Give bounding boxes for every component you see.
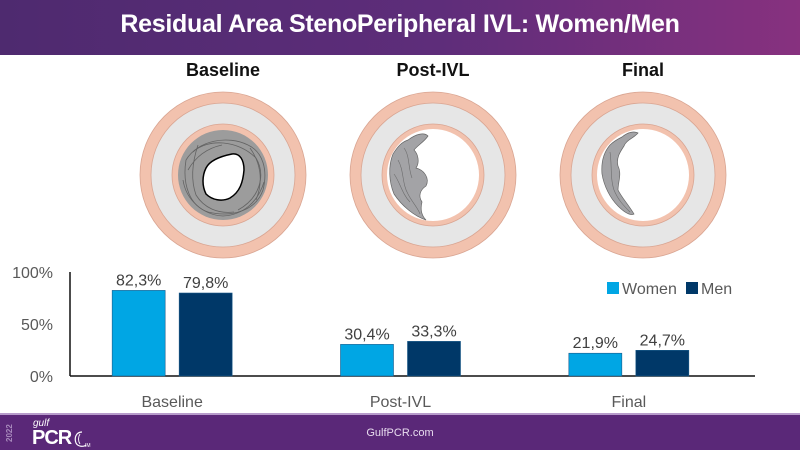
legend-swatch-men bbox=[686, 282, 698, 294]
panel-label-post-ivl: Post-IVL bbox=[396, 60, 470, 80]
x-tick-label: Baseline bbox=[141, 394, 202, 411]
legend-label-women: Women bbox=[622, 281, 677, 298]
x-tick-label: Post-IVL bbox=[370, 394, 431, 411]
y-axis-ticks: 0% 50% 100% bbox=[12, 265, 53, 386]
legend-swatch-women bbox=[607, 282, 619, 294]
bar-women-baseline bbox=[111, 290, 166, 377]
footer-bar: 2022 gulf PCR IM GulfPCR.com bbox=[0, 413, 800, 450]
panel-label-baseline: Baseline bbox=[185, 60, 261, 80]
data-label: 33,3% bbox=[411, 323, 456, 340]
plaque bbox=[389, 133, 429, 221]
x-axis-labels: Baseline Post-IVL Final bbox=[141, 394, 646, 411]
header-bar: Residual Area StenoPeripheral IVL: Women… bbox=[0, 0, 800, 55]
y-tick-label: 100% bbox=[12, 265, 53, 282]
lumen bbox=[202, 153, 245, 201]
bar-women-final bbox=[568, 352, 623, 377]
slide-title: Residual Area StenoPeripheral IVL: Women… bbox=[120, 10, 680, 38]
bar-chart: 0% 50% 100% 82,3% 79,8% 30,4% 33,3% 21,9% 24,7%… bbox=[12, 265, 755, 411]
legend-label-men: Men bbox=[701, 281, 732, 298]
gulf-pcr-logo[interactable]: 2022 gulf PCR IM bbox=[5, 417, 116, 450]
footer-url[interactable]: GulfPCR.com bbox=[366, 427, 434, 439]
bar-men-baseline bbox=[178, 292, 233, 377]
vessel-diagram-final bbox=[559, 91, 727, 259]
logo-heart-icon: IM bbox=[74, 431, 91, 449]
vessel-diagram-baseline bbox=[139, 91, 307, 259]
x-tick-label: Final bbox=[611, 394, 646, 411]
y-tick-label: 0% bbox=[30, 369, 53, 386]
plaque-texture bbox=[393, 147, 421, 215]
panel-label-final: Final bbox=[621, 60, 664, 80]
data-label: 82,3% bbox=[116, 272, 161, 289]
data-label: 24,7% bbox=[640, 332, 685, 349]
logo-pcr-text: PCR bbox=[32, 427, 72, 449]
plaque-texture bbox=[609, 151, 631, 213]
bars: 82,3% 79,8% 30,4% 33,3% 21,9% 24,7% bbox=[111, 272, 690, 377]
vessel-diagram-post-ivl bbox=[349, 91, 517, 259]
data-label: 21,9% bbox=[573, 335, 618, 352]
svg-text:IM: IM bbox=[85, 443, 91, 449]
plaque bbox=[601, 131, 639, 215]
logo-gulf-text: gulf bbox=[33, 418, 50, 429]
legend: Women Men bbox=[607, 281, 732, 298]
bar-men-post-ivl bbox=[407, 341, 461, 377]
plaque-texture bbox=[182, 139, 266, 217]
bar-women-post-ivl bbox=[340, 344, 394, 377]
data-label: 30,4% bbox=[344, 326, 389, 343]
data-label: 79,8% bbox=[183, 275, 228, 292]
y-tick-label: 50% bbox=[21, 317, 53, 334]
bar-men-final bbox=[635, 350, 690, 377]
